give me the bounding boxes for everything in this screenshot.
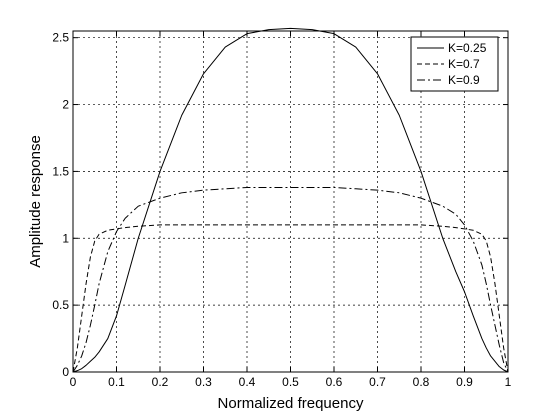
x-tick-label: 0.1 — [108, 375, 125, 389]
x-tick-label: 0.8 — [413, 375, 430, 389]
legend-label: K=0.7 — [448, 57, 480, 71]
x-tick-label: 0.7 — [369, 375, 386, 389]
tick-labels: 0 0.1 0.2 0.3 0.4 0.5 0.6 0.7 0.8 0.9 1 0 0.5 1 1.5 2 2.… — [52, 31, 511, 389]
series-line-2 — [72, 224, 509, 373]
legend-label: K=0.25 — [448, 41, 487, 55]
x-tick-label: 0 — [70, 375, 77, 389]
series-layer — [72, 27, 509, 373]
series-line-3 — [72, 186, 509, 373]
ticks — [72, 31, 509, 373]
x-tick-label: 0.5 — [282, 375, 299, 389]
x-tick-label: 0.2 — [152, 375, 169, 389]
x-tick-label: 1 — [505, 375, 512, 389]
series-line-1 — [72, 27, 509, 373]
y-tick-label: 0 — [62, 365, 69, 379]
y-tick-label: 2.5 — [52, 31, 69, 45]
x-tick-label: 0.4 — [239, 375, 256, 389]
y-axis-label: Amplitude response — [27, 135, 44, 268]
y-tick-label: 1.5 — [52, 164, 69, 178]
x-tick-label: 0.6 — [326, 375, 343, 389]
legend-label: K=0.9 — [448, 73, 480, 87]
legend: K=0.25 K=0.7 K=0.9 — [410, 36, 499, 92]
y-tick-label: 0.5 — [52, 298, 69, 312]
y-tick-label: 2 — [62, 98, 69, 112]
y-tick-label: 1 — [62, 231, 69, 245]
x-axis-label: Normalized frequency — [218, 395, 364, 412]
x-tick-label: 0.3 — [195, 375, 212, 389]
x-tick-label: 0.9 — [456, 375, 473, 389]
